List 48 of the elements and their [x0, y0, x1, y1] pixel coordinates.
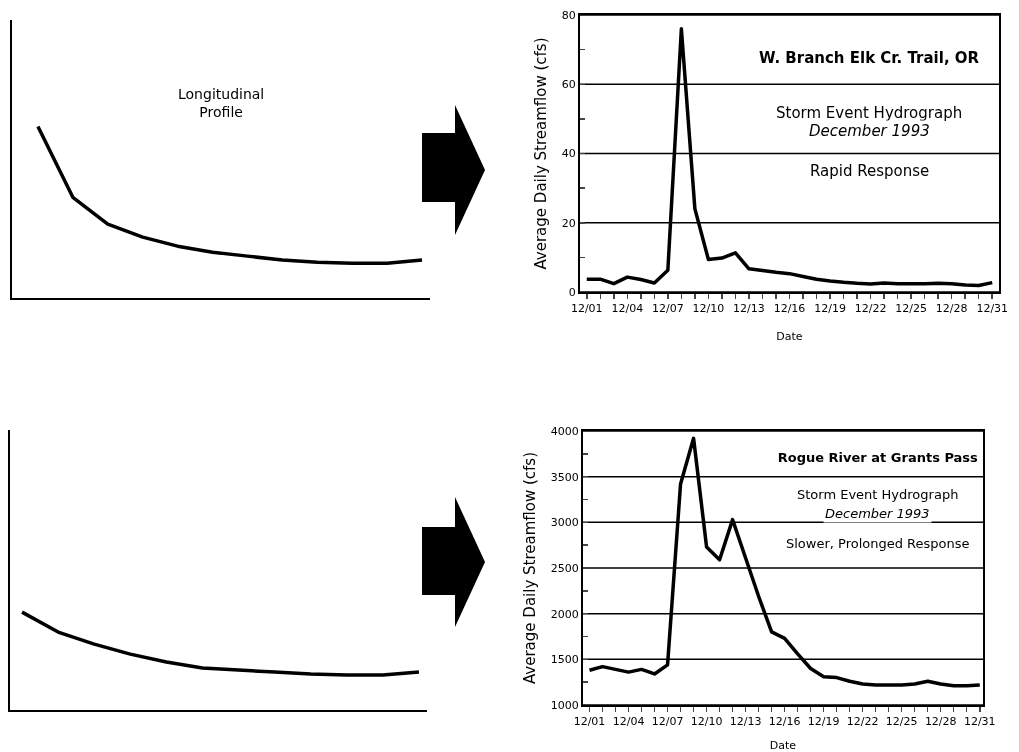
x-tick-label: 12/25 [885, 715, 918, 729]
y-axis-title: Average Daily Streamflow (cfs) [531, 37, 550, 270]
y-tick-label: 2000 [550, 607, 579, 621]
x-tick-label: 12/31 [976, 302, 1009, 316]
x-tick-label: 12/31 [963, 715, 996, 729]
y-tick-label: 80 [561, 8, 576, 22]
x-axis-title: Date [769, 739, 797, 752]
x-tick-label: 12/13 [733, 302, 765, 316]
y-tick-label: 3000 [550, 516, 579, 530]
annotation: Rapid Response [810, 162, 930, 180]
x-tick-label: 12/01 [573, 715, 606, 729]
y-tick-label: 1500 [550, 653, 579, 667]
x-tick-label: 12/04 [612, 715, 645, 729]
x-tick-label: 12/10 [690, 715, 723, 729]
x-tick-label: 12/07 [652, 302, 684, 316]
x-tick-label: 12/07 [651, 715, 684, 729]
y-tick-label: 4000 [550, 424, 579, 438]
annotation: Storm Event Hydrograph [776, 104, 963, 122]
y-tick-label: 3500 [550, 470, 579, 484]
line-series [587, 436, 982, 688]
y-tick-label: 60 [561, 78, 576, 92]
annotation: December 1993 [809, 122, 930, 140]
y-tick-label: 1000 [550, 698, 579, 712]
text: Rogue River at Grants Pass [777, 449, 979, 465]
x-tick-label: 12/13 [729, 715, 762, 729]
x-tick-label: 12/10 [692, 302, 725, 316]
y-tick-label: 2500 [550, 561, 579, 575]
x-tick-label: 12/28 [924, 715, 957, 729]
x-tick-label: 12/22 [854, 302, 887, 316]
x-tick-label: 12/04 [611, 302, 644, 316]
y-tick-label: 20 [561, 216, 576, 230]
x-tick-label: 12/01 [570, 302, 603, 316]
y-axis-title: Average Daily Streamflow (cfs) [520, 451, 539, 685]
x-tick-label: 12/28 [935, 302, 968, 316]
x-tick-label: 12/16 [768, 715, 801, 729]
x-tick-label: 12/16 [773, 302, 806, 316]
x-tick-label: 12/22 [846, 715, 879, 729]
text: W. Branch Elk Cr. Trail, OR [759, 49, 980, 68]
x-axis-title: Date [776, 329, 803, 343]
text: Longitudinal Profile [178, 86, 265, 121]
x-tick-label: 12/19 [807, 715, 840, 729]
x-tick-label: 12/19 [814, 302, 846, 316]
x-tick-label: 12/25 [895, 302, 927, 316]
annotation: Storm Event Hydrograph [797, 487, 959, 502]
annotation: Slower, Prolonged Response [786, 536, 970, 551]
y-tick-label: 40 [561, 147, 576, 161]
annotation: December 1993 [825, 506, 930, 521]
y-tick-label: 0 [568, 285, 576, 299]
